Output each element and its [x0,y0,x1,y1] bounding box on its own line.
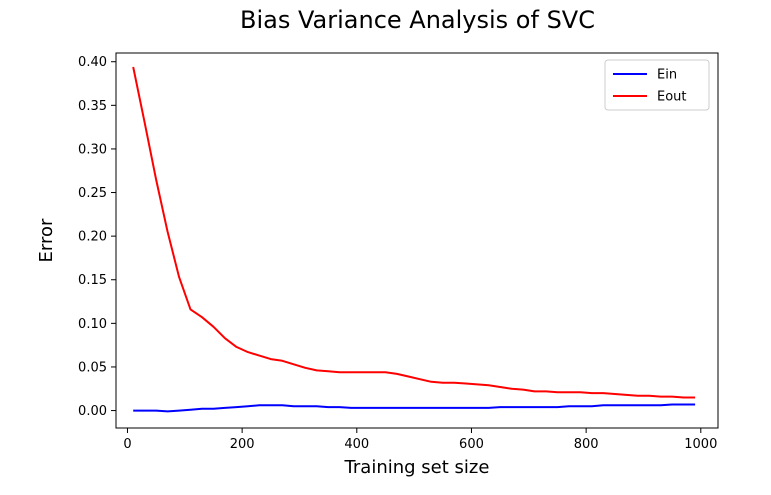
x-tick-label: 0 [123,437,131,452]
axes-frame [115,52,719,429]
series-line-ein [133,403,696,413]
y-tick-label: 0.40 [78,55,107,70]
x-tick-label: 200 [230,437,255,452]
legend-label-ein: Ein [657,68,677,83]
x-tick-label: 600 [459,437,484,452]
x-tick-label: 800 [574,437,599,452]
y-tick-label: 0.00 [78,404,107,419]
chart-title: Bias Variance Analysis of SVC [240,6,595,34]
x-axis-ticks: 0 200 400 600 800 1000 [123,428,717,452]
y-tick-label: 0.25 [78,186,107,201]
legend: Ein Eout [604,59,710,111]
y-axis-label: Error [36,218,57,262]
y-tick-label: 0.20 [78,230,107,245]
series-lines [132,66,696,413]
y-tick-label: 0.05 [78,360,107,375]
y-tick-label: 0.30 [78,142,107,157]
x-tick-label: 1000 [684,437,717,452]
y-tick-label: 0.15 [78,273,107,288]
series-line-eout [132,66,696,399]
x-axis-label: Training set size [344,457,490,478]
y-axis-ticks: 0.00 0.05 0.10 0.15 0.20 0.25 0.30 0.35 0.40 [78,55,116,419]
y-tick-label: 0.35 [78,99,107,114]
legend-label-eout: Eout [657,90,687,105]
legend-box [604,59,710,111]
y-tick-label: 0.10 [78,317,107,332]
x-tick-label: 400 [344,437,369,452]
